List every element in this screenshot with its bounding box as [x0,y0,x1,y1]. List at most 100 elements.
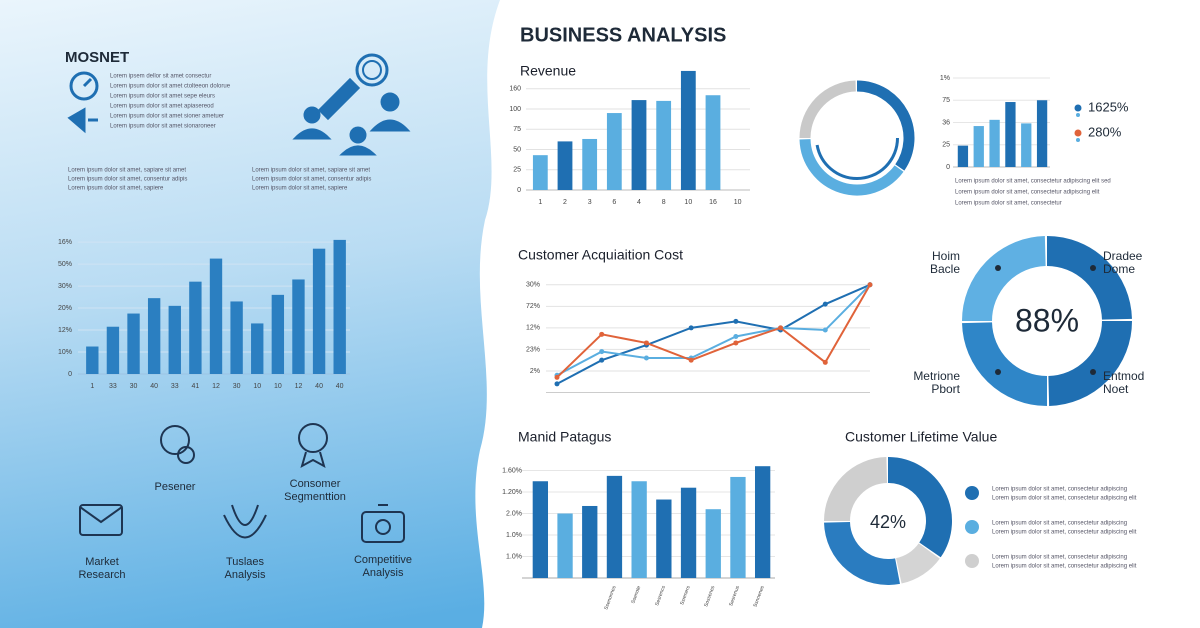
point [688,357,694,363]
y-tick-label: 50% [58,261,72,268]
x-tick-label: 40 [150,383,158,390]
legend-marker [1074,129,1082,137]
bar [147,298,161,374]
y-tick-label: 0 [946,164,950,171]
bar [86,346,99,374]
brand-text: Lorem ipsum dolor sit amet ctolteeon dol… [110,84,231,90]
bar [582,138,598,190]
y-tick-label: 1% [940,75,950,82]
label-dot [1090,265,1096,271]
point [599,349,605,355]
bar [557,513,573,578]
bar [168,305,181,374]
bar [631,481,647,578]
point [733,340,739,346]
bar [557,141,573,190]
line [556,284,871,379]
brand-note: Lorem ipsum dolor sit amet, sapiere [252,186,348,192]
bar [680,70,696,190]
y-tick-label: 1.0% [506,532,522,539]
segment-label: Dradee [1103,249,1143,263]
y-tick-label: 20% [58,305,72,312]
point [688,325,694,331]
x-tick-label: 3 [588,199,592,206]
bar [754,466,771,578]
bar [127,313,140,374]
point [867,282,873,288]
center-label: 42% [870,512,906,532]
y-tick-label: 12% [58,327,72,334]
x-tick-label: 10 [274,383,282,390]
x-tick-label: 40 [336,383,344,390]
bar [106,326,120,374]
bar [333,239,346,374]
donut-segment [824,521,900,585]
donut-segment [887,457,952,558]
legend-text: Lorem ipsum dolor sit amet, consectetur … [992,564,1137,570]
x-tick-label: 1 [90,383,94,390]
bar [606,113,622,190]
y-tick-label: 16% [58,239,72,246]
x-tick-label: 2 [563,199,567,206]
label-dot [995,369,1001,375]
point [554,381,560,387]
y-tick-label: 160 [509,86,521,93]
donut-segment [1047,320,1132,406]
bar [1036,100,1048,167]
feature-label: Analysis [225,569,266,581]
y-tick-label: 2.0% [506,510,522,517]
point [733,318,739,324]
segment-label: Hoim [932,249,960,263]
y-tick-label: 75 [942,97,950,104]
bar [730,476,746,578]
y-tick-label: 72% [526,303,540,310]
x-tick-label: 10 [734,199,742,206]
point [822,327,828,333]
feature-label: Analysis [363,567,404,579]
point [643,355,649,361]
bar [532,481,549,578]
point [822,301,828,307]
y-tick-label: 12% [526,325,540,332]
legend-marker [965,520,979,534]
brand-text: Lorem ipsem dellor sit amet consectur [110,74,211,80]
brand-text: Lorem ipsum dolor sit amet sioner ametue… [110,114,224,120]
point [778,325,784,331]
legend-marker [965,554,979,568]
donut-segment [799,80,857,139]
segment-label: Noet [1103,382,1129,396]
feature-label: Consomer [290,478,341,490]
note: Lorem ipsum dolor sit amet, consectetur … [955,179,1111,185]
donut-segment [895,542,940,584]
chart-title: Customer Lifetime Value [845,429,997,445]
donut-segment [824,457,888,522]
x-tick-label: 8 [662,199,666,206]
brand-text: Lorem ipsum dolor sit amet apiasereod [110,104,214,110]
y-tick-label: 25 [942,142,950,149]
legend-text: Lorem ipsum dolor sit amet, consectetur … [992,555,1127,561]
x-tick-label: 12 [212,383,220,390]
x-tick-label: 33 [171,383,179,390]
brand-text: Lorem ipsum dolor sit amet sionaroneer [110,124,216,130]
point [822,359,828,365]
x-tick-label: 30 [130,383,138,390]
icons [67,53,411,156]
note: Lorem ipsum dolor sit amet, consectetur … [955,190,1100,196]
note: Lorem ipsum dolor sit amet, consectetur [955,201,1062,207]
x-tick-label: 30 [233,383,241,390]
legend-text: Lorem ipsum dolor sit amet, consectetur … [992,496,1137,502]
legend-label: 1625% [1088,99,1129,114]
bar [680,487,697,578]
y-tick-label: 23% [526,346,540,353]
y-tick-label: 75 [513,126,521,133]
feature-label: Pesener [155,481,196,493]
y-tick-label: 1.20% [502,489,522,496]
y-tick-label: 1.60% [502,467,522,474]
bar [705,509,721,578]
x-tick-label: 10 [253,383,261,390]
segment-label: Metrione [913,369,960,383]
point [643,340,649,346]
page-title: BUSINESS ANALYSIS [520,24,726,46]
feature-label: Tuslaes [226,556,265,568]
